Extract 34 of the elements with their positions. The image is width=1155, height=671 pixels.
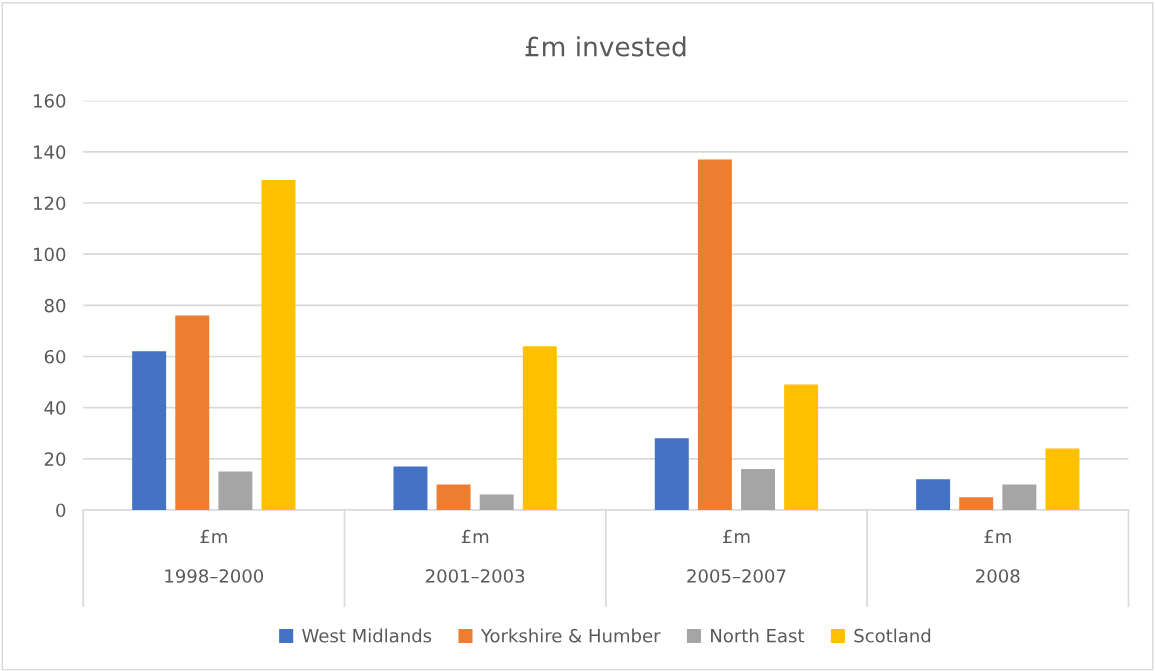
y-tick-label: 160: [34, 94, 66, 108]
y-tick-label: 20: [44, 452, 66, 466]
bar: [916, 479, 951, 510]
y-tick-label: 0: [56, 503, 66, 518]
bar: [393, 466, 428, 510]
bar: [218, 471, 253, 510]
legend-label: West Midlands: [302, 628, 432, 643]
bar: [1002, 484, 1037, 510]
y-tick-label: 120: [34, 196, 66, 211]
chart-title: £m invested: [525, 36, 686, 57]
category-label: £m 1998–2000: [165, 529, 264, 583]
bar: [741, 469, 775, 510]
bar: [522, 346, 557, 510]
bar: [697, 159, 732, 510]
y-tick-label: 140: [34, 145, 66, 159]
category-label: £m 2005–2007: [687, 529, 786, 583]
bar: [654, 438, 689, 510]
bar: [959, 497, 994, 510]
y-tick-label: 100: [34, 247, 66, 262]
y-tick-label: 60: [44, 349, 66, 364]
y-tick-label: 80: [44, 298, 66, 313]
bar: [175, 315, 210, 510]
bar: [479, 494, 514, 510]
bar: [132, 351, 167, 510]
legend-label: Yorkshire & Humber: [480, 628, 661, 643]
bar: [261, 179, 296, 510]
bar: [784, 384, 819, 510]
legend-label: North East: [711, 628, 805, 643]
bar: [1045, 448, 1080, 510]
category-label: £m 2001–2003: [426, 529, 525, 583]
bar: [436, 484, 471, 510]
y-tick-label: 40: [44, 401, 66, 415]
legend-label: Scotland: [854, 628, 931, 643]
category-label: £m 2008: [976, 529, 1020, 583]
